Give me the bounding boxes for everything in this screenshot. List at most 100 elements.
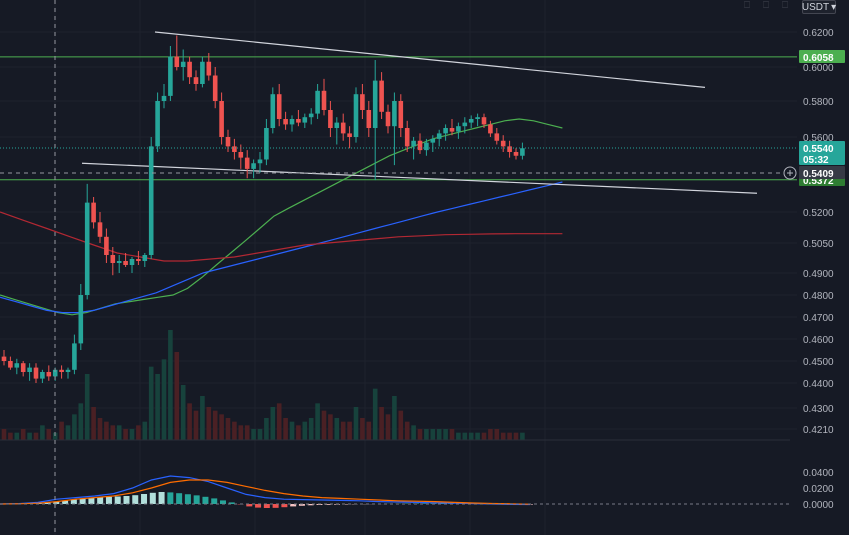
volume-bar [398, 410, 404, 440]
volume-bar [225, 418, 231, 440]
candle-body [379, 80, 384, 112]
macd-histogram-bar [167, 492, 174, 504]
volume-bar [507, 432, 512, 440]
volume-bar [475, 432, 480, 440]
candle-body [321, 90, 327, 110]
volume-bar [168, 330, 173, 440]
candle-body [174, 56, 180, 67]
moving-averages [0, 118, 563, 316]
candle-body [20, 363, 26, 372]
candle-body [315, 90, 320, 114]
macd-histogram-bar [114, 496, 121, 504]
volume-bar [97, 418, 103, 440]
candle-body [289, 119, 295, 125]
candlesticks [1, 35, 525, 383]
candle-body [104, 236, 109, 255]
macd-histogram-bar [272, 504, 279, 508]
candle-body [180, 61, 186, 67]
volume-bar [302, 421, 308, 440]
candle-body [443, 128, 448, 134]
volume-bar [430, 429, 436, 440]
volume-bar [385, 414, 391, 440]
candle-body [136, 259, 141, 261]
volume-bar [148, 366, 154, 440]
volume-bar [123, 429, 128, 440]
volume-bar [488, 429, 493, 440]
volume-bar [449, 429, 455, 440]
candle-body [494, 133, 500, 141]
candle-body [232, 146, 237, 152]
volume-bar [340, 421, 346, 440]
volume-bar [328, 414, 333, 440]
visibility-icon[interactable]: ⎕ [744, 0, 750, 11]
macd-histogram-bar [105, 496, 112, 504]
settings-icon[interactable]: ⎕ [763, 0, 769, 11]
trendlines[interactable] [81, 31, 758, 194]
volume-bar [456, 432, 461, 440]
volume-bar [206, 407, 212, 440]
candle-body [398, 101, 404, 128]
volume-bar [276, 403, 282, 440]
candle-body [65, 369, 71, 372]
volume-bar [129, 429, 135, 440]
price-tick-label: 0.4700 [803, 313, 834, 324]
macd-histogram-bar [176, 493, 183, 504]
price-tick-label: 0.4600 [803, 335, 834, 346]
macd-line [0, 475, 531, 506]
volume-bar [110, 425, 116, 440]
candle-body [193, 77, 199, 84]
volume-bar [136, 425, 141, 440]
candle-body [430, 138, 436, 143]
volume-bar [155, 374, 160, 440]
price-tick-label: 0.4900 [803, 269, 834, 280]
add-alert-button[interactable] [783, 166, 797, 180]
volume-bar [91, 407, 96, 440]
candle-body [40, 372, 45, 379]
macd-histogram-bar [88, 497, 95, 504]
volume-bar [212, 410, 218, 440]
candle-body [456, 126, 461, 132]
macd-histogram-bar [141, 494, 148, 504]
ma-mid-line [0, 181, 563, 314]
macd-histogram-bar [263, 504, 270, 508]
volume-bar [321, 410, 327, 440]
svg-text:0.5372: 0.5372 [803, 176, 834, 187]
candle-body [449, 128, 455, 132]
candle-body [251, 163, 256, 169]
macd-histogram-bar [439, 503, 446, 504]
currency-selector[interactable]: USDT ▾ [802, 0, 836, 14]
volume-bar [417, 429, 423, 440]
volume-bar [33, 432, 39, 440]
candle-body [72, 343, 77, 370]
volume-bar [40, 425, 45, 440]
volume-bar [142, 421, 148, 440]
crosshair-price-badge: 0.5409 [799, 166, 845, 180]
candle-body [206, 61, 212, 76]
candle-body [46, 372, 52, 377]
volume-bar [334, 418, 340, 440]
candle-body [187, 61, 192, 78]
candle-body [411, 140, 416, 147]
candle-body [52, 369, 58, 377]
candle-body [462, 122, 468, 127]
volume-bar [296, 425, 301, 440]
macd-histogram-bar [219, 500, 226, 504]
lock-icon[interactable]: ⎕ [782, 0, 788, 11]
volume-bar [251, 429, 256, 440]
signal-line [0, 479, 531, 505]
volume-bar [308, 418, 314, 440]
candle-body [110, 255, 116, 263]
candle-body [328, 110, 333, 128]
macd-histogram-bar [53, 501, 60, 504]
volume-bar [219, 414, 224, 440]
macd-histogram-bar [211, 498, 218, 504]
price-tick-label: 0.4210 [803, 425, 834, 436]
price-axis-panel[interactable] [797, 16, 849, 535]
candle-body [366, 110, 372, 128]
candle-body [116, 261, 122, 263]
volume-bar [72, 414, 77, 440]
volume-bar [481, 432, 487, 440]
candle-body [513, 152, 519, 156]
macd-histogram-bar [123, 496, 130, 504]
